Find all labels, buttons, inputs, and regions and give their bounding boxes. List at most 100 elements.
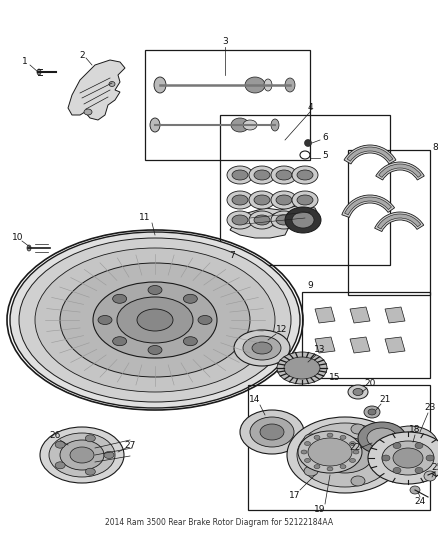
Text: 27: 27 xyxy=(124,441,136,450)
Ellipse shape xyxy=(271,191,297,209)
Ellipse shape xyxy=(227,211,253,229)
Ellipse shape xyxy=(27,245,31,251)
Ellipse shape xyxy=(232,170,248,180)
Ellipse shape xyxy=(400,438,420,452)
Ellipse shape xyxy=(367,428,397,448)
Ellipse shape xyxy=(113,337,127,346)
Ellipse shape xyxy=(249,191,275,209)
Text: 25: 25 xyxy=(431,464,438,472)
Text: 20: 20 xyxy=(364,379,376,389)
Ellipse shape xyxy=(304,434,318,444)
Ellipse shape xyxy=(84,109,92,115)
Ellipse shape xyxy=(117,297,193,343)
Polygon shape xyxy=(315,307,335,323)
Text: 13: 13 xyxy=(314,345,326,354)
Ellipse shape xyxy=(232,215,248,225)
Ellipse shape xyxy=(227,191,253,209)
Text: 2014 Ram 3500 Rear Brake Rotor Diagram for 52122184AA: 2014 Ram 3500 Rear Brake Rotor Diagram f… xyxy=(105,518,333,527)
Wedge shape xyxy=(344,145,396,164)
Ellipse shape xyxy=(19,238,291,402)
Ellipse shape xyxy=(410,486,420,494)
Ellipse shape xyxy=(327,467,333,471)
Wedge shape xyxy=(342,195,395,217)
Text: 8: 8 xyxy=(432,143,438,152)
Ellipse shape xyxy=(382,455,390,461)
Ellipse shape xyxy=(273,216,283,224)
Ellipse shape xyxy=(285,207,321,233)
Text: 4: 4 xyxy=(307,102,313,111)
Ellipse shape xyxy=(245,77,265,93)
Ellipse shape xyxy=(254,170,270,180)
Circle shape xyxy=(304,140,311,147)
Ellipse shape xyxy=(340,465,346,469)
Ellipse shape xyxy=(98,316,112,325)
Ellipse shape xyxy=(264,79,272,91)
Ellipse shape xyxy=(70,447,94,463)
Ellipse shape xyxy=(314,465,320,469)
Ellipse shape xyxy=(327,433,333,437)
Ellipse shape xyxy=(254,195,270,205)
Ellipse shape xyxy=(415,442,423,449)
Ellipse shape xyxy=(284,357,320,379)
Ellipse shape xyxy=(297,423,393,487)
Polygon shape xyxy=(350,337,370,353)
Ellipse shape xyxy=(234,330,290,366)
Ellipse shape xyxy=(60,440,104,470)
Ellipse shape xyxy=(348,385,368,399)
Ellipse shape xyxy=(340,435,346,439)
Ellipse shape xyxy=(308,438,352,466)
Ellipse shape xyxy=(317,437,373,473)
Ellipse shape xyxy=(292,191,318,209)
Text: 6: 6 xyxy=(322,133,328,141)
Polygon shape xyxy=(230,205,320,238)
Text: 12: 12 xyxy=(276,326,288,335)
Ellipse shape xyxy=(232,195,248,205)
Wedge shape xyxy=(376,162,424,180)
Ellipse shape xyxy=(254,215,270,225)
Ellipse shape xyxy=(113,294,127,303)
Ellipse shape xyxy=(243,120,257,130)
Ellipse shape xyxy=(329,444,361,466)
Ellipse shape xyxy=(292,212,314,228)
Ellipse shape xyxy=(353,450,359,454)
Ellipse shape xyxy=(231,118,249,132)
Ellipse shape xyxy=(148,345,162,354)
Ellipse shape xyxy=(297,170,313,180)
Ellipse shape xyxy=(93,282,217,358)
Ellipse shape xyxy=(184,294,198,303)
Ellipse shape xyxy=(49,433,115,477)
Ellipse shape xyxy=(40,427,124,483)
Text: 17: 17 xyxy=(289,490,301,499)
Text: 15: 15 xyxy=(329,374,341,383)
Text: 11: 11 xyxy=(139,214,151,222)
Ellipse shape xyxy=(260,424,284,440)
Ellipse shape xyxy=(271,119,279,131)
Ellipse shape xyxy=(276,170,292,180)
Polygon shape xyxy=(350,307,370,323)
Ellipse shape xyxy=(55,441,65,448)
Ellipse shape xyxy=(393,442,401,449)
Polygon shape xyxy=(315,337,335,353)
Ellipse shape xyxy=(304,441,311,446)
Ellipse shape xyxy=(60,263,250,377)
Ellipse shape xyxy=(150,118,160,132)
Text: 3: 3 xyxy=(222,37,228,46)
Ellipse shape xyxy=(271,211,297,229)
Ellipse shape xyxy=(350,458,356,463)
Ellipse shape xyxy=(240,410,304,454)
Ellipse shape xyxy=(424,471,436,481)
Ellipse shape xyxy=(252,342,272,354)
Text: 10: 10 xyxy=(12,232,24,241)
Ellipse shape xyxy=(415,467,423,473)
Ellipse shape xyxy=(350,441,356,446)
Ellipse shape xyxy=(304,458,311,463)
Ellipse shape xyxy=(304,466,318,476)
Ellipse shape xyxy=(301,450,307,454)
Ellipse shape xyxy=(154,77,166,93)
Wedge shape xyxy=(378,214,421,229)
Ellipse shape xyxy=(277,352,327,384)
Wedge shape xyxy=(379,164,421,177)
Ellipse shape xyxy=(351,476,365,486)
Ellipse shape xyxy=(368,432,438,484)
Ellipse shape xyxy=(269,213,287,227)
